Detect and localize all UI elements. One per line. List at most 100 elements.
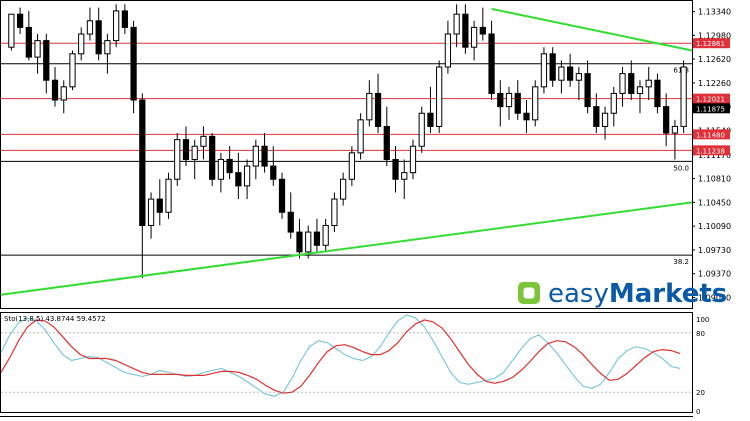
bullish-candle <box>671 125 679 134</box>
bullish-candle <box>409 145 417 174</box>
level-price-tag-label: 1.11238 <box>696 147 725 155</box>
bullish-candle <box>34 40 41 58</box>
trendline-upper <box>491 7 693 52</box>
bearish-candle <box>593 106 600 127</box>
bullish-candle <box>104 40 111 55</box>
bearish-candle <box>156 198 163 213</box>
bullish-candle <box>174 139 181 180</box>
price-tick-label: 1.12980 <box>698 31 731 40</box>
bullish-candle <box>645 79 652 88</box>
bearish-candle <box>182 139 190 160</box>
bullish-candle <box>191 145 198 160</box>
price-tick-label: 1.09010 <box>698 293 731 302</box>
stochastic-panel-frame <box>0 312 693 413</box>
price-tick-label: 1.09730 <box>698 246 731 255</box>
bearish-candle <box>139 99 146 226</box>
bullish-candle <box>331 198 338 226</box>
bullish-candle <box>575 73 582 81</box>
current-price-tag-label: 1.11875 <box>696 105 725 113</box>
bullish-candle <box>113 10 120 42</box>
bearish-candle <box>523 112 530 121</box>
level-price-tag-label: 1.12021 <box>696 96 725 104</box>
logo-prefix: easy <box>548 279 609 309</box>
stochastic-main-line <box>0 314 681 397</box>
bearish-candle <box>427 112 434 127</box>
bearish-candle <box>479 26 486 35</box>
bullish-candle <box>8 13 15 48</box>
bearish-candle <box>209 135 216 180</box>
bearish-candle <box>43 40 50 81</box>
bullish-candle <box>243 165 251 187</box>
bearish-candle <box>51 79 59 101</box>
price-tick-label: 1.13340 <box>698 8 731 17</box>
bullish-candle <box>348 152 355 180</box>
bearish-candle <box>383 125 390 160</box>
bullish-candle <box>505 92 513 108</box>
current-price-tag <box>693 103 730 114</box>
level-price-tag-label: 1.11480 <box>696 131 725 139</box>
bearish-candle <box>514 92 521 114</box>
fib-level-label: 50.0 <box>673 164 689 172</box>
bullish-candle <box>558 66 565 81</box>
bullish-candle <box>217 158 225 180</box>
bullish-candle <box>610 92 617 114</box>
bullish-candle <box>86 20 94 35</box>
bullish-candle <box>357 119 364 154</box>
bearish-candle <box>130 26 137 101</box>
svg-text:easyMarkets: easyMarkets <box>548 279 727 309</box>
bearish-candle <box>296 231 303 253</box>
bearish-candle <box>497 92 504 108</box>
bullish-candle <box>436 66 443 127</box>
fib-level-label: 38.2 <box>673 258 689 266</box>
trendline-lower <box>0 201 693 296</box>
bullish-candle <box>78 33 85 55</box>
bearish-candle <box>287 211 294 233</box>
price-tick-label: 1.09370 <box>698 270 731 279</box>
bearish-candle <box>374 92 382 127</box>
easymarkets-logo: easyMarkets <box>518 279 727 309</box>
price-tick-label: 1.12620 <box>698 55 731 64</box>
level-price-tag-label: 1.12861 <box>696 40 725 48</box>
bullish-candle <box>322 224 329 246</box>
bullish-candle <box>636 86 644 94</box>
bearish-candle <box>584 73 591 108</box>
bearish-candle <box>567 66 574 81</box>
stochastic-tick-label: 0 <box>696 408 700 416</box>
price-tick-label: 1.10810 <box>698 175 731 184</box>
stochastic-tick-label: 80 <box>696 330 705 338</box>
bullish-candle <box>418 112 425 147</box>
bearish-candle <box>313 231 321 246</box>
bullish-candle <box>619 73 626 94</box>
stochastic-signal-line <box>0 319 681 394</box>
level-price-tag <box>693 38 730 49</box>
bearish-candle <box>95 20 102 55</box>
level-price-tag <box>693 129 730 140</box>
logo-suffix: Markets <box>609 279 727 309</box>
stochastic-title: Sto(13,8,5) 43.8744 59.4572 <box>4 315 106 323</box>
bullish-candle <box>305 231 312 253</box>
bearish-candle <box>663 106 670 134</box>
stochastic-tick-label: 100 <box>696 316 709 324</box>
level-price-tag <box>693 145 730 156</box>
bullish-candle <box>252 145 259 167</box>
bullish-candle <box>601 112 609 127</box>
level-price-tag <box>693 93 730 104</box>
bullish-candle <box>165 178 172 213</box>
bullish-candle <box>444 33 452 68</box>
bearish-candle <box>16 13 24 28</box>
bearish-candle <box>549 53 556 81</box>
bullish-candle <box>60 86 67 101</box>
bearish-candle <box>628 73 635 94</box>
bearish-candle <box>462 13 469 48</box>
bearish-candle <box>488 33 495 94</box>
bullish-candle <box>470 26 478 48</box>
bearish-candle <box>392 158 399 180</box>
bullish-candle <box>340 178 347 200</box>
bearish-candle <box>270 165 277 180</box>
price-tick-label: 1.10450 <box>698 198 731 207</box>
bearish-candle <box>235 172 242 187</box>
price-panel-frame <box>0 0 693 309</box>
bearish-candle <box>261 145 268 167</box>
